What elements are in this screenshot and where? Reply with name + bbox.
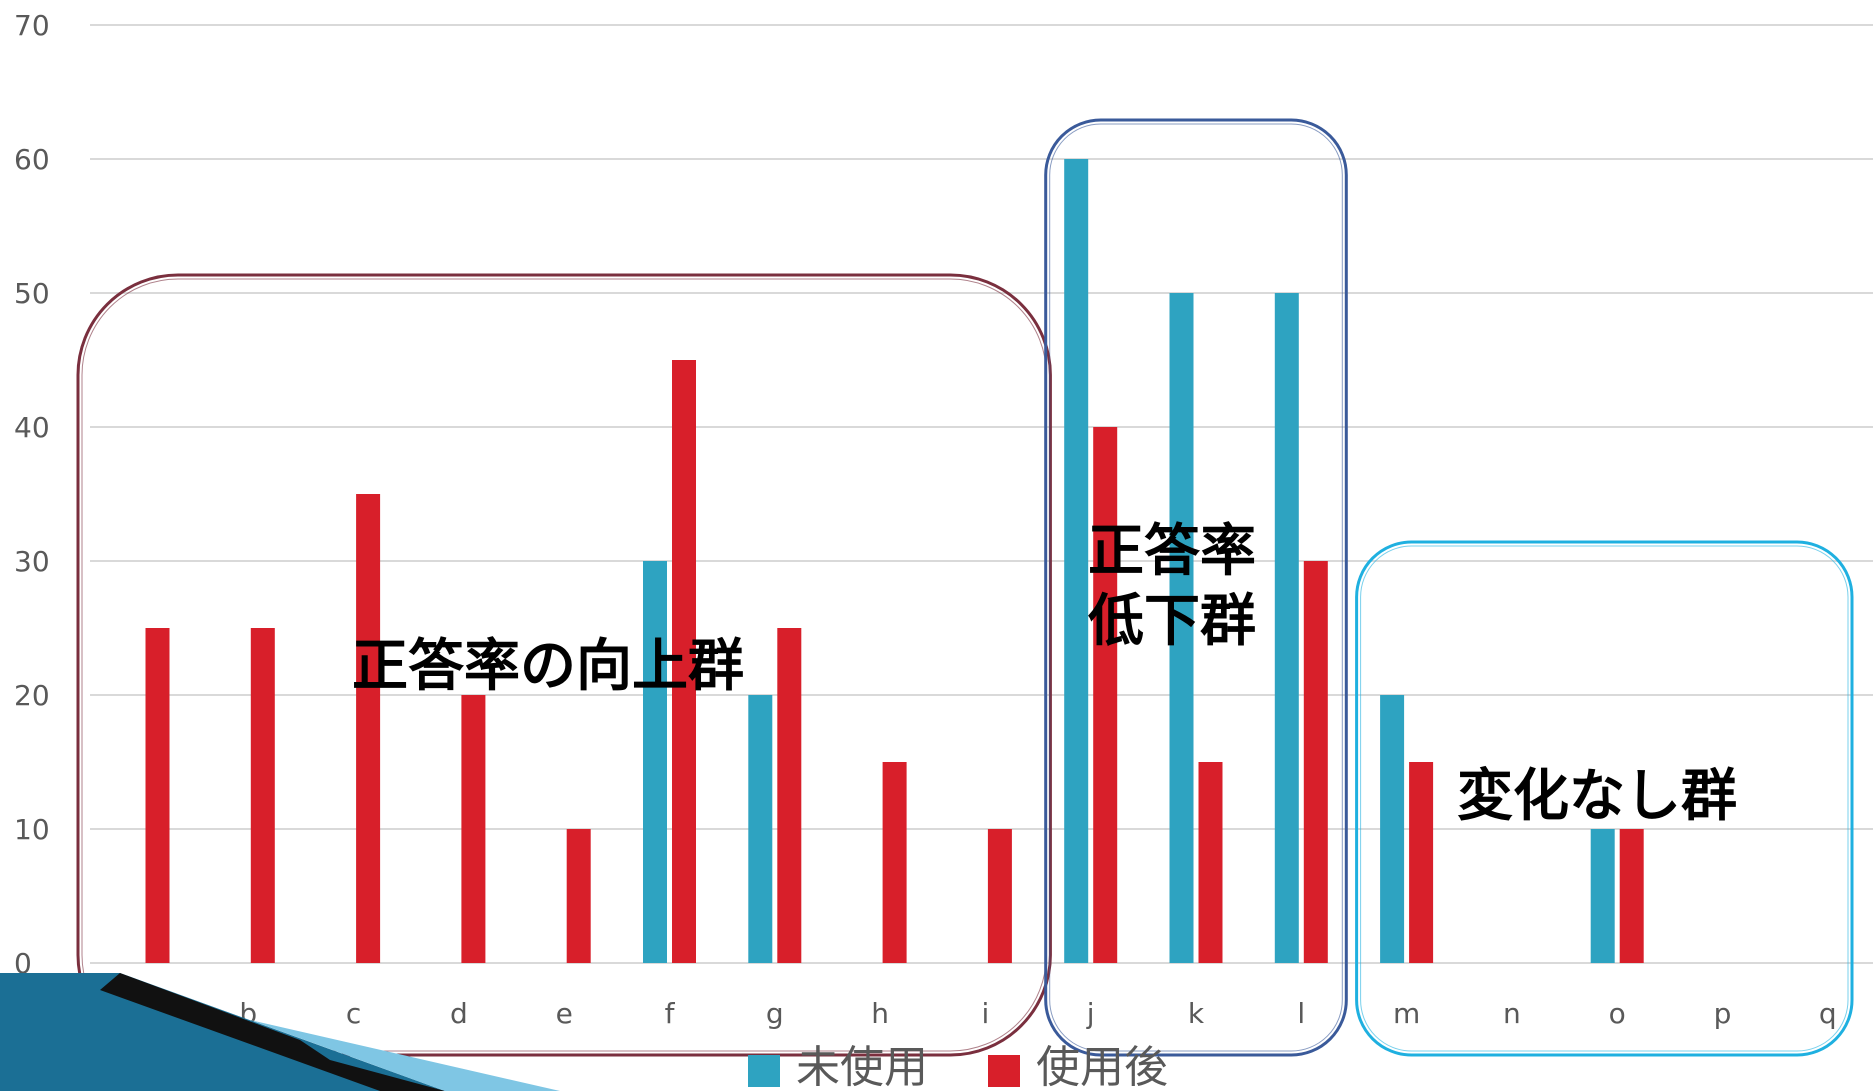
group-label: 低下群 (1088, 589, 1256, 654)
gridlines (90, 24, 1873, 964)
group-box (1044, 118, 1348, 1057)
x-tick-label: n (1503, 997, 1521, 1030)
y-tick-label: 60 (14, 143, 50, 176)
x-tick-label: q (1819, 997, 1837, 1030)
x-tick-label: h (871, 997, 889, 1030)
bar (1409, 762, 1434, 963)
group-box (1355, 540, 1854, 1057)
x-tick-label: i (982, 997, 990, 1030)
x-tick-label: o (1609, 997, 1626, 1030)
group-label: 変化なし群 (1457, 764, 1737, 829)
x-tick-label: c (346, 997, 361, 1030)
group-box (76, 273, 1052, 1057)
bar (1590, 829, 1615, 963)
y-tick-label: 10 (14, 813, 50, 846)
bar (987, 829, 1012, 963)
x-tick-label: m (1393, 997, 1420, 1030)
bar (643, 561, 667, 963)
x-tick-label: f (665, 997, 676, 1030)
x-tick-label: d (450, 997, 468, 1030)
bar (882, 762, 907, 963)
bar (1169, 293, 1194, 963)
group-box-inner (1360, 545, 1849, 1052)
bars (145, 159, 1644, 963)
x-tick-label: k (1188, 997, 1205, 1030)
legend-label: 未使用 (796, 1042, 928, 1091)
bar (672, 360, 696, 963)
bar (1064, 159, 1089, 963)
group-label: 正答率の向上群 (352, 634, 744, 699)
legend: 未使用 使用後 (748, 1042, 1168, 1091)
group-box-inner (1049, 123, 1343, 1052)
x-tick-label: e (556, 997, 573, 1030)
x-tick-label: g (766, 997, 784, 1030)
bar (1380, 695, 1405, 963)
bar (1619, 829, 1644, 963)
bar (748, 695, 773, 963)
bar (145, 628, 170, 963)
x-tick-label: j (1086, 997, 1095, 1030)
bar (566, 829, 591, 963)
y-tick-label: 50 (14, 277, 50, 310)
bar (461, 695, 486, 963)
y-tick-label: 30 (14, 545, 50, 578)
bar (1303, 561, 1328, 963)
x-axis: abcdefghijklmnopq (134, 997, 1836, 1030)
legend-label: 使用後 (1036, 1042, 1168, 1091)
group-label: 正答率 (1088, 519, 1256, 584)
bar (1093, 427, 1118, 963)
bar (250, 628, 275, 963)
bar (356, 494, 381, 963)
y-tick-label: 0 (14, 947, 32, 980)
x-tick-label: p (1714, 997, 1732, 1030)
y-tick-label: 70 (14, 9, 50, 42)
x-tick-label: l (1297, 997, 1305, 1030)
y-axis: 0 10 20 30 40 50 60 70 (14, 9, 50, 980)
y-tick-label: 40 (14, 411, 50, 444)
legend-swatch (988, 1055, 1020, 1087)
slide-corner-decoration (0, 973, 560, 1091)
bar (777, 628, 802, 963)
y-tick-label: 20 (14, 679, 50, 712)
bar (1274, 293, 1299, 963)
bar (1198, 762, 1223, 963)
legend-swatch (748, 1055, 780, 1087)
